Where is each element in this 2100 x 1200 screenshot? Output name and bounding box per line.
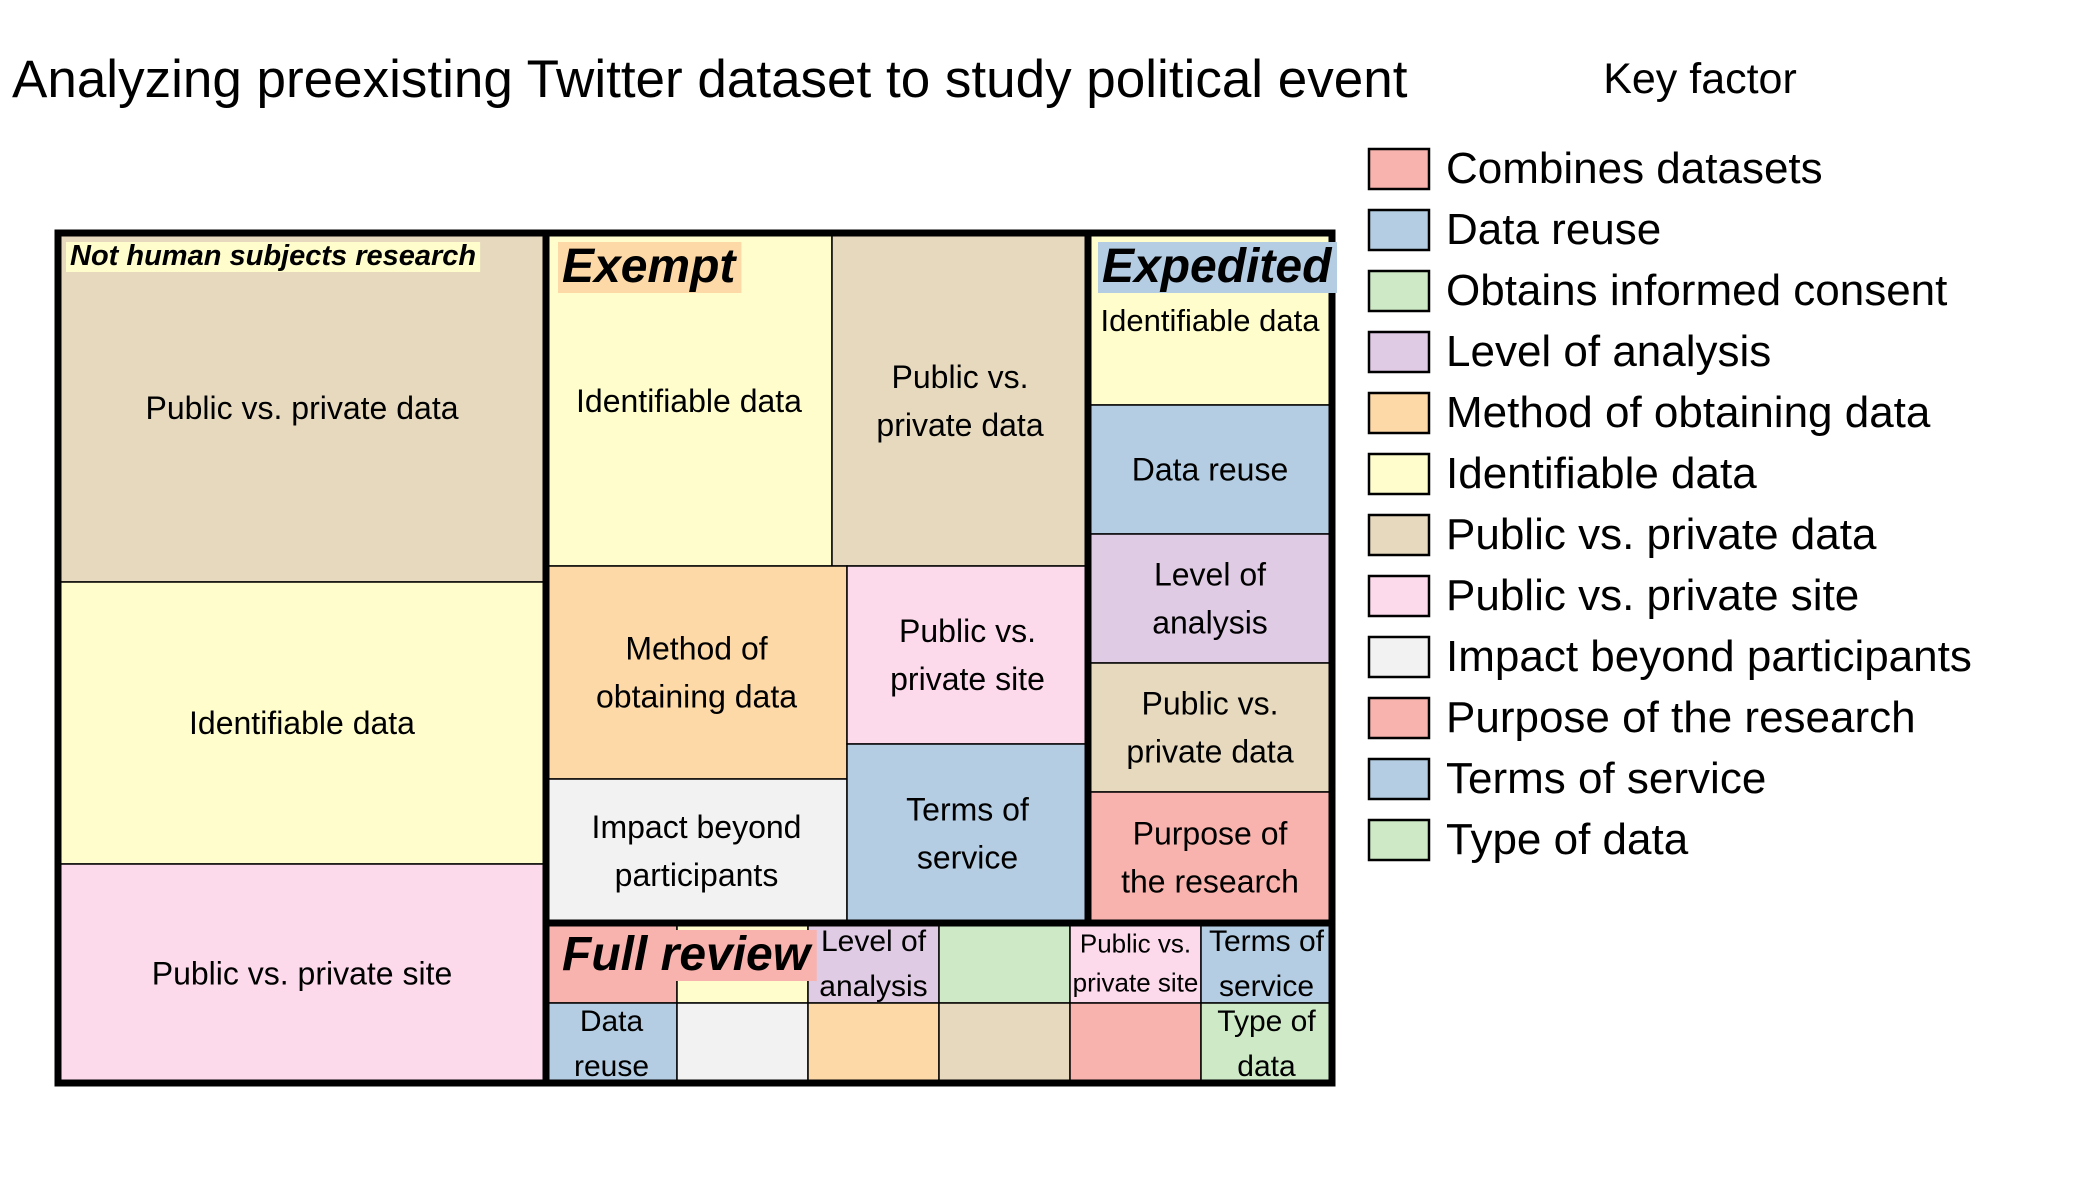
cell-full-review-public-vs-private-data (938, 1002, 1071, 1084)
legend-label-combines-datasets: Combines datasets (1446, 144, 1823, 193)
cell-label-not-human-subjects-research-public-vs-private-site: Public vs. private site (152, 956, 453, 992)
group-label-bg-full-review (558, 930, 817, 981)
cell-expedited-purpose-of-the-research (1087, 791, 1333, 924)
legend-swatch-method-of-obtaining-data (1367, 391, 1431, 435)
group-label-text-expedited: Expedited (1102, 240, 1333, 293)
cell-label-exempt-identifiable-data: Identifiable data (576, 383, 802, 419)
cell-label-exempt-public-vs-private-data: Public vs. private data (876, 359, 1043, 443)
group-label-bg-exempt (558, 242, 742, 293)
cell-exempt-terms-of-service (846, 743, 1089, 924)
group-label-expedited: Expedited (1098, 240, 1338, 293)
legend-swatch-identifiable-data (1367, 452, 1431, 496)
legend-label-purpose-of-the-research: Purpose of the research (1446, 693, 1916, 742)
legend-swatch-terms-of-service (1367, 757, 1431, 801)
cell-label-full-review-data-reuse: Data reuse (574, 1005, 649, 1083)
group-label-text-full-review: Full review (562, 928, 813, 981)
legend-swatch-impact-beyond-participants (1367, 635, 1431, 679)
cell-full-review-impact-beyond-participants (676, 1002, 809, 1084)
chart-title: Analyzing preexisting Twitter dataset to… (12, 50, 1408, 109)
cell-label-exempt-terms-of-service: Terms of service (906, 792, 1029, 876)
legend-swatch-level-of-analysis (1367, 330, 1431, 374)
legend-label-data-reuse: Data reuse (1446, 205, 1661, 254)
cell-label-expedited-data-reuse: Data reuse (1132, 452, 1289, 488)
cell-label-exempt-impact-beyond-participants: Impact beyond participants (592, 809, 802, 893)
cell-exempt-public-vs-private-site (846, 565, 1089, 745)
cell-label-expedited-purpose-of-the-research: Purpose of the research (1121, 816, 1299, 900)
group-labels: Not human subjects research Exempt Expedit… (66, 240, 1338, 981)
legend-label-obtains-informed-consent: Obtains informed consent (1446, 266, 1947, 315)
legend-label-public-vs-private-data: Public vs. private data (1446, 510, 1877, 559)
legend-label-level-of-analysis: Level of analysis (1446, 327, 1771, 376)
cell-expedited-data-reuse (1087, 404, 1333, 535)
cell-label-expedited-public-vs-private-data: Public vs. private data (1126, 686, 1293, 770)
cell-exempt-public-vs-private-data (831, 232, 1089, 567)
legend-label-impact-beyond-participants: Impact beyond participants (1446, 632, 1972, 681)
cell-exempt-impact-beyond-participants (545, 778, 848, 924)
group-label-exempt: Exempt (558, 240, 742, 293)
legend-swatch-public-vs-private-data (1367, 513, 1431, 557)
cell-label-full-review-type-of-data: Type of data (1217, 1005, 1316, 1083)
legend: Combines datasets Data reuse Obtains infor… (1367, 144, 1972, 864)
legend-swatch-combines-datasets (1367, 147, 1431, 191)
cell-full-review-method-of-obtaining-data (807, 1002, 940, 1084)
cell-label-exempt-public-vs-private-site: Public vs. private site (890, 613, 1045, 697)
group-border-full-review (542, 919, 1336, 1087)
legend-swatch-obtains-informed-consent (1367, 269, 1431, 313)
cell-full-review-terms-of-service (1200, 922, 1333, 1004)
legend-label-public-vs-private-site: Public vs. private site (1446, 571, 1859, 620)
cell-not-human-subjects-research-public-vs-private-site (57, 863, 547, 1084)
legend-swatch-purpose-of-the-research (1367, 696, 1431, 740)
cell-expedited-level-of-analysis (1087, 533, 1333, 664)
group-borders (54, 229, 1336, 1087)
cell-full-review-public-vs-private-site (1069, 922, 1202, 1004)
legend-swatch-type-of-data (1367, 818, 1431, 862)
cell-label-not-human-subjects-research-identifiable-data: Identifiable data (189, 705, 415, 741)
cell-label-full-review-terms-of-service: Terms of service (1209, 925, 1325, 1003)
cell-label-full-review-level-of-analysis: Level of analysis (819, 925, 927, 1003)
treemap-cells: Public vs. private data Identifiable data… (57, 232, 1333, 1084)
cell-label-expedited-identifiable-data: Identifiable data (1101, 303, 1321, 338)
cell-expedited-public-vs-private-data (1087, 662, 1333, 793)
cell-label-exempt-method-of-obtaining-data: Method of obtaining data (596, 631, 797, 715)
legend-label-type-of-data: Type of data (1446, 815, 1689, 864)
legend-label-method-of-obtaining-data: Method of obtaining data (1446, 388, 1931, 437)
cell-not-human-subjects-research-public-vs-private-data (57, 232, 547, 583)
cell-label-full-review-public-vs-private-site: Public vs. private site (1073, 929, 1199, 998)
legend-label-terms-of-service: Terms of service (1446, 754, 1766, 803)
group-label-text-exempt: Exempt (562, 240, 737, 293)
legend-swatch-data-reuse (1367, 208, 1431, 252)
group-label-bg-expedited (1098, 242, 1338, 293)
cell-label-not-human-subjects-research-public-vs-private-data: Public vs. private data (145, 390, 458, 426)
cell-not-human-subjects-research-identifiable-data (57, 581, 547, 865)
legend-swatch-public-vs-private-site (1367, 574, 1431, 618)
group-label-bg-not-human-subjects-research (66, 242, 481, 272)
cell-full-review-purpose-of-the-research (1069, 1002, 1202, 1084)
group-label-not-human-subjects-research: Not human subjects research (66, 240, 481, 272)
legend-title: Key factor (1603, 55, 1797, 103)
cell-exempt-method-of-obtaining-data (545, 565, 848, 780)
group-label-full-review: Full review (558, 928, 817, 981)
group-label-text-not-human-subjects-research: Not human subjects research (70, 240, 476, 272)
cell-label-expedited-level-of-analysis: Level of analysis (1152, 557, 1268, 641)
legend-label-identifiable-data: Identifiable data (1446, 449, 1757, 498)
cell-full-review-obtains-informed-consent (938, 922, 1071, 1004)
